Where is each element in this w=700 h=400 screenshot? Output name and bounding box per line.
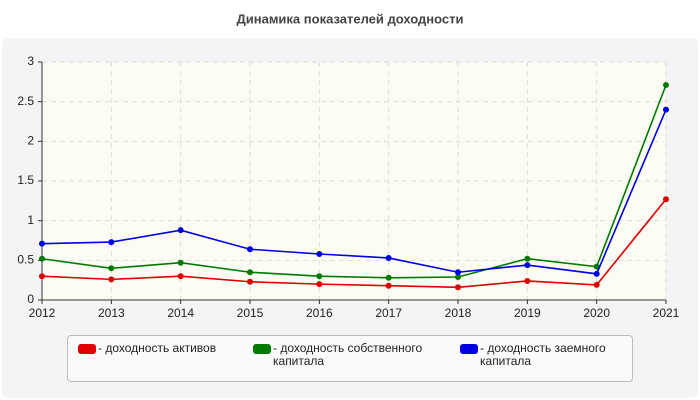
series-line [41,198,667,289]
y-tick-label: 0.5 [17,253,34,267]
data-point [455,269,461,276]
legend-swatch [78,344,96,354]
legend-label: - доходность заемного капитала [480,341,606,368]
x-tick-label: 2016 [306,306,333,320]
data-point [663,106,669,113]
legend-swatch [460,344,478,354]
data-point [39,240,45,247]
data-point [524,255,531,262]
x-tick-label: 2020 [583,306,610,320]
data-point [108,265,115,272]
chart-title: Динамика показателей доходности [236,11,463,26]
y-tick-label: 2.5 [17,94,34,108]
legend-item: - доходность активов [78,342,263,355]
legend-item: - доходность заемного капитала [460,342,645,368]
data-point [593,270,600,277]
data-point [177,259,184,266]
series-line [41,109,667,275]
data-point [39,273,45,280]
data-point [177,227,184,234]
legend-label: - доходность активов [98,341,217,355]
data-point [663,82,669,89]
data-point [524,262,531,269]
data-point [316,273,323,280]
data-point [593,263,600,270]
y-tick-label: 3 [27,54,34,68]
data-point [385,254,392,261]
x-tick-label: 2012 [29,306,56,320]
data-point [247,278,253,285]
x-tick-label: 2021 [653,306,680,320]
x-tick-label: 2015 [237,306,264,320]
data-point [455,284,461,291]
x-tick-label: 2014 [167,306,194,320]
data-point [108,276,115,283]
data-point [593,281,600,288]
data-point [108,239,115,246]
x-tick-label: 2018 [445,306,472,320]
data-point [247,246,253,253]
data-point [455,273,461,280]
data-point [316,250,323,257]
x-tick-label: 2017 [375,306,402,320]
y-tick-label: 2 [27,134,34,148]
data-point [39,255,45,262]
data-point [385,274,392,281]
legend: - доходность активов - доходность собстве… [67,335,633,382]
series-line [41,84,667,279]
y-tick-label: 1 [27,213,34,227]
legend-item: - доходность собственного капитала [253,342,438,368]
y-tick-label: 0 [27,292,34,306]
data-point [524,277,531,284]
x-tick-label: 2019 [514,306,541,320]
data-point [385,282,392,289]
x-tick-label: 2013 [98,306,125,320]
data-point [247,269,253,276]
data-point [316,281,323,288]
data-point [663,196,669,203]
y-tick-label: 1.5 [17,173,34,187]
legend-swatch [253,344,271,354]
legend-label: - доходность собственного капитала [273,341,423,368]
data-point [177,273,184,280]
